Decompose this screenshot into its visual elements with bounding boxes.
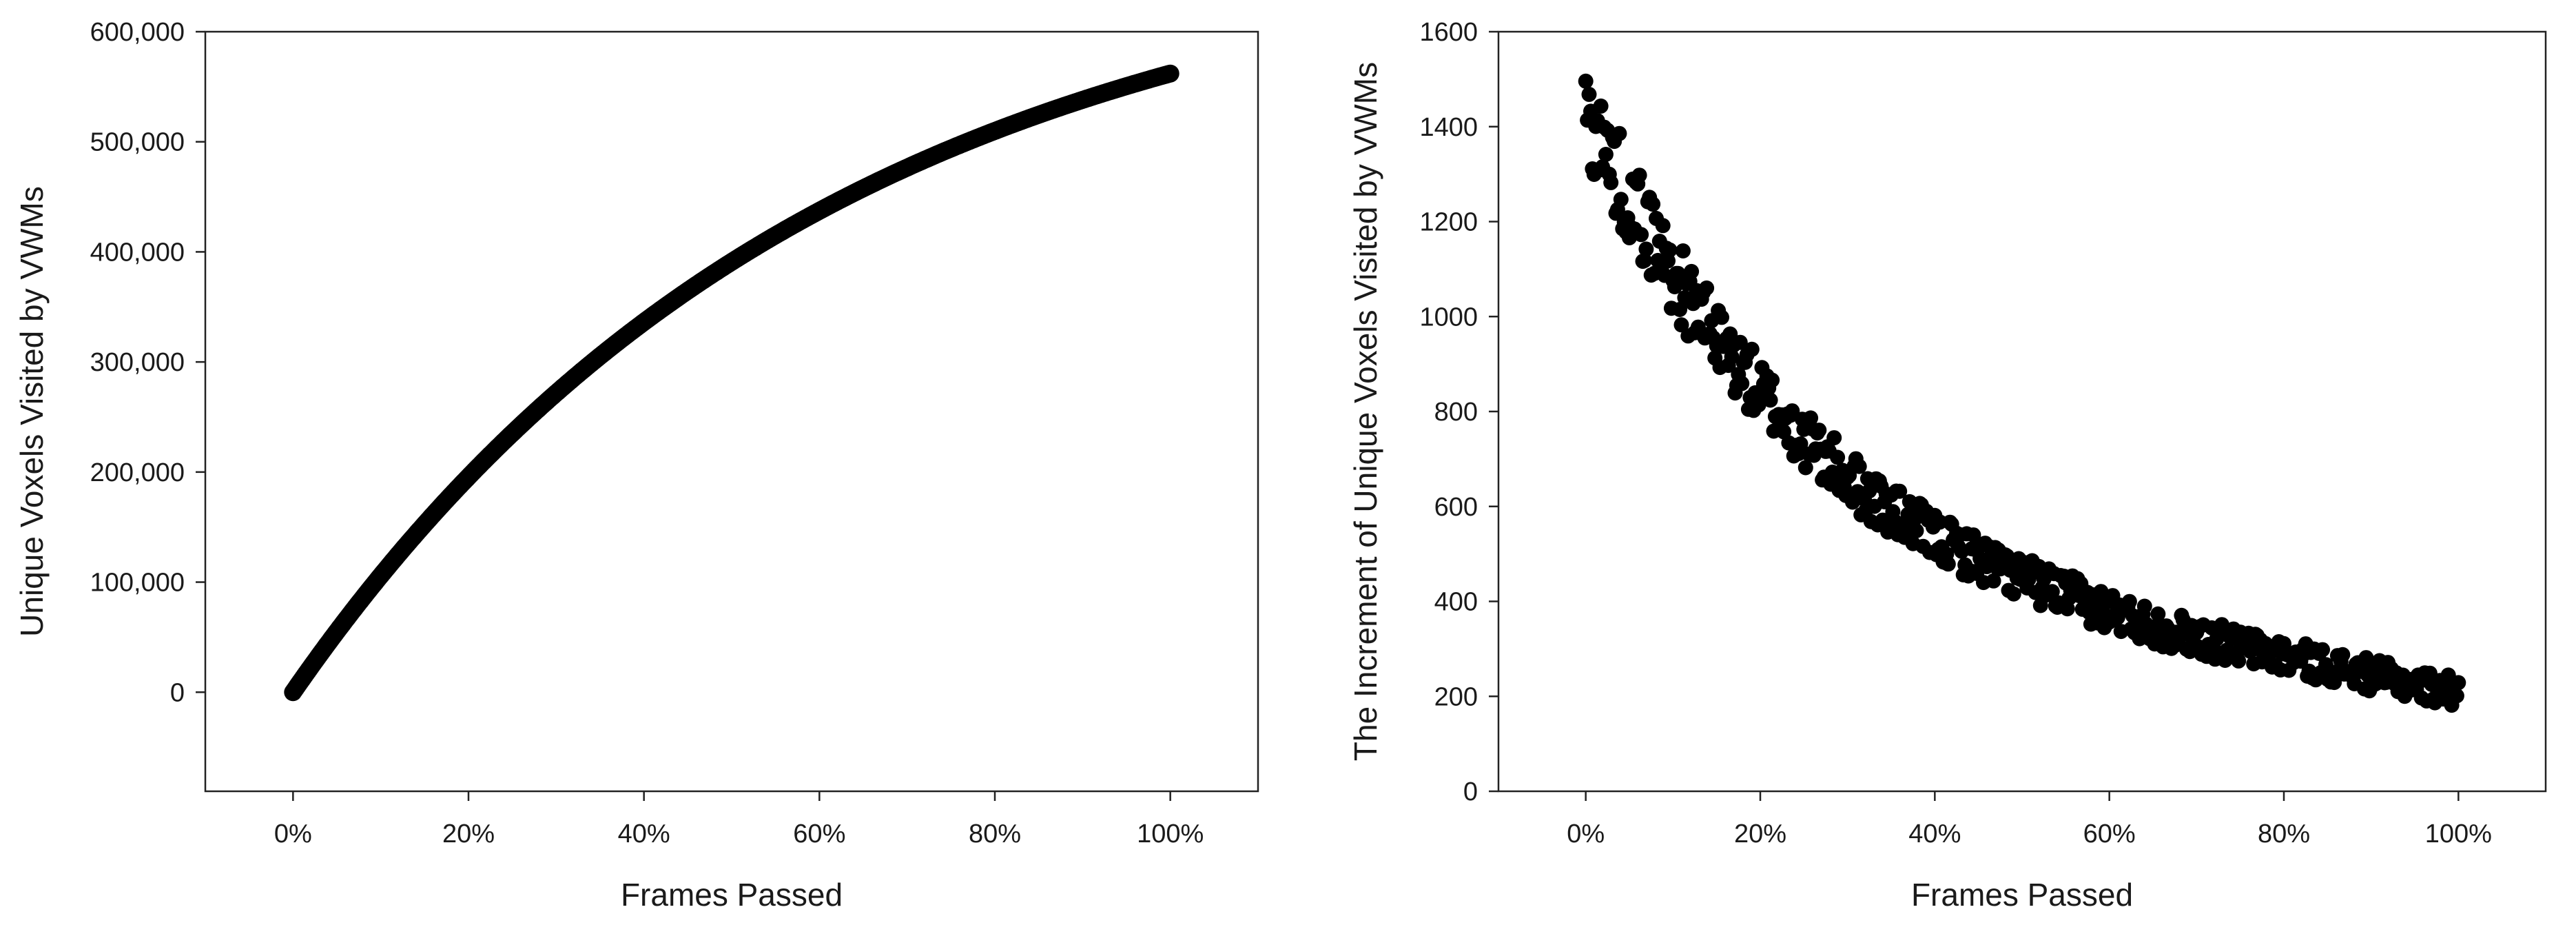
right-data-point [1667,279,1682,294]
right-data-point [1636,253,1652,268]
right-data-point [1892,483,1908,499]
right-data-point [1598,147,1614,162]
left-y-tick-label: 500,000 [90,128,185,157]
right-data-point [1851,458,1867,474]
right-data-point [1645,196,1661,212]
right-data-point [1764,372,1780,388]
right-x-tick-label: 60% [2083,820,2136,848]
right-data-point [1631,167,1647,183]
right-data-point [1826,430,1842,446]
right-y-axis-label: The Increment of Unique Voxels Visited b… [1348,62,1383,761]
right-y-tick-label: 200 [1434,682,1478,711]
right-data-point [2335,647,2351,662]
right-data-point [1634,227,1649,243]
left-series-markers [284,64,1179,702]
right-data-point [1581,86,1597,102]
right-data-point [2231,653,2247,669]
left-x-tick-label: 100% [1137,820,1204,848]
left-x-tick-label: 60% [793,820,845,848]
left-x-tick-label: 20% [442,820,495,848]
right-data-point [1744,341,1760,357]
right-data-point [1603,174,1619,190]
left-y-tick-label: 400,000 [90,238,185,267]
right-y-tick-label: 0 [1463,777,1478,806]
right-data-point [1793,436,1809,451]
right-data-point [1593,98,1609,114]
right-data-point [1751,397,1766,413]
right-data-point [1662,242,1678,258]
left-y-tick-label: 600,000 [90,18,185,47]
right-y-tick-label: 600 [1434,493,1478,522]
right-y-tick-label: 400 [1434,588,1478,617]
right-y-tick-label: 1000 [1419,303,1478,332]
right-data-point [1699,280,1715,296]
right-x-tick-label: 20% [1734,820,1786,848]
right-data-point [1940,556,1956,572]
right-x-tick-label: 80% [2258,820,2310,848]
right-data-point [1722,326,1738,342]
right-data-point [2449,688,2464,704]
right-data-point [1784,403,1800,419]
right-x-tick-label: 100% [2425,820,2492,848]
left-y-tick-label: 0 [170,678,185,707]
right-data-point [1724,349,1740,365]
right-data-point [1638,241,1654,257]
right-data-point [1811,423,1827,438]
right-y-tick-label: 1400 [1419,113,1478,142]
right-y-tick-label: 1200 [1419,208,1478,237]
right-data-point [2451,675,2466,691]
chart-right: 0 200 400 600 800 1000 1200 1400 1600 0% 20% 40% 60%… [1348,18,2547,913]
right-data-point [1797,460,1813,476]
right-data-point [2006,586,2021,602]
left-x-tick-label: 80% [969,820,1021,848]
right-data-point [1684,263,1700,279]
left-x-tick-label: 40% [618,820,670,848]
right-data-point [1655,218,1671,234]
right-y-tick-label: 1600 [1419,18,1478,47]
left-y-tick-label: 200,000 [90,458,185,487]
right-x-axis-label: Frames Passed [1911,877,2133,913]
right-data-point [1714,309,1729,325]
left-data-point [1161,64,1179,83]
right-series-markers [1578,73,2466,713]
right-y-tick-label: 800 [1434,398,1478,427]
right-data-point [1732,334,1748,350]
right-data-point [1613,192,1629,207]
right-data-point [1830,449,1846,465]
right-x-tick-label: 0% [1567,820,1605,848]
left-y-tick-label: 300,000 [90,348,185,377]
right-data-point [1908,523,1924,538]
left-y-axis-label: Unique Voxels Visited by VWMs [14,186,50,637]
left-x-axis-label: Frames Passed [621,877,843,913]
right-data-point [1966,527,1981,543]
right-data-point [1675,243,1691,258]
left-plot-frame [204,30,1259,793]
right-data-point [2150,606,2166,622]
right-data-point [2044,584,2060,600]
left-y-tick-label: 100,000 [90,569,185,598]
right-data-point [1672,302,1688,317]
right-data-point [1762,392,1778,408]
right-data-point [2121,593,2137,609]
right-data-point [1578,73,1594,89]
right-data-point [1986,573,2001,589]
chart-left: 0 100,000 200,000 300,000 400,000 500,000 600,… [14,18,1259,913]
left-x-tick-label: 0% [274,820,312,848]
right-x-tick-label: 40% [1908,820,1961,848]
right-data-point [2315,642,2330,658]
right-data-point [2136,598,2152,614]
right-data-point [1734,376,1750,392]
right-data-point [1673,317,1689,333]
right-data-point [1611,125,1627,141]
right-data-point [1670,265,1686,281]
